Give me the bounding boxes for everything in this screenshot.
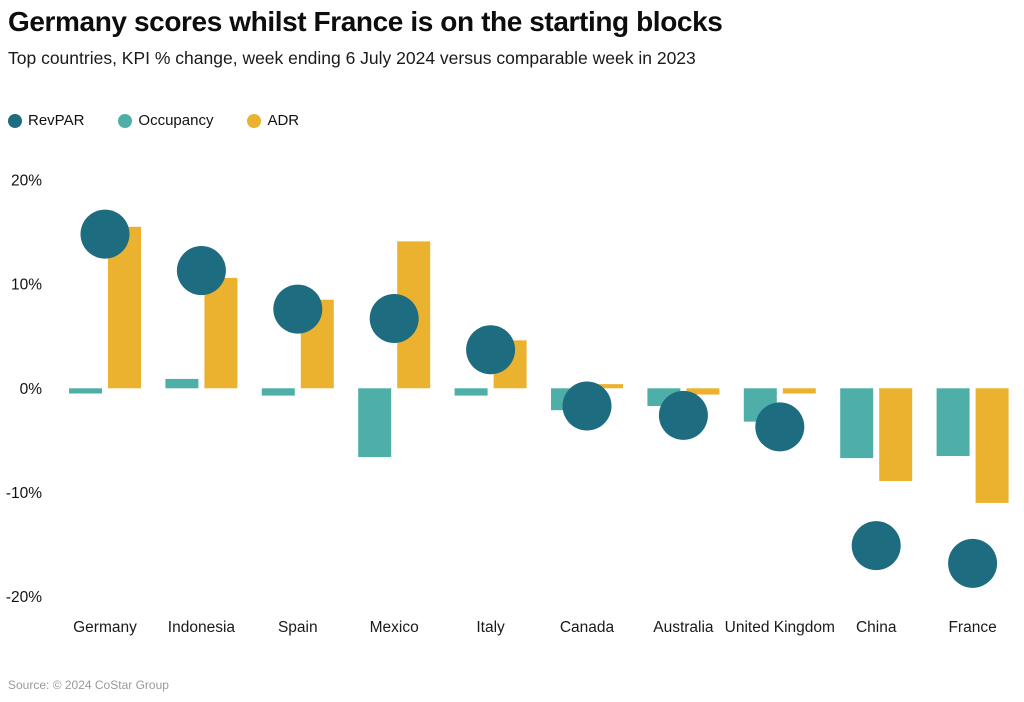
bar-adr [879, 388, 913, 482]
xaxis-label: Indonesia [168, 619, 236, 636]
xaxis-label: United Kingdom [725, 619, 835, 636]
legend-label-adr: ADR [267, 112, 300, 129]
page-title: Germany scores whilst France is on the s… [8, 6, 723, 37]
legend-label-occupancy: Occupancy [138, 112, 214, 129]
xaxis-label: France [948, 619, 996, 636]
legend-item-occupancy: Occupancy [118, 112, 213, 129]
xaxis-label: Mexico [370, 619, 419, 636]
bar-occupancy [454, 388, 488, 396]
occupancy-marker-icon [118, 113, 133, 128]
bar-adr [590, 384, 623, 389]
legend-item-revpar: RevPAR [8, 112, 84, 129]
revpar-dot [658, 390, 708, 440]
legend-item-adr: ADR [247, 112, 299, 129]
bar-occupancy [261, 388, 295, 396]
bar-occupancy [936, 388, 970, 457]
xaxis-label: China [856, 619, 897, 636]
revpar-dot [562, 381, 612, 431]
revpar-dot [851, 521, 901, 571]
chart-area: 20% 10% 0% -10% -20% Germany Indonesia Spain Mex… [0, 140, 1024, 670]
xaxis-label: Australia [653, 619, 714, 636]
revpar-dot [176, 246, 226, 296]
chart-canvas: 20% 10% 0% -10% -20% Germany Indonesia Spain Mex… [6, 172, 1009, 636]
ytick-label: -10% [6, 485, 42, 502]
bar-adr [204, 277, 238, 389]
bar-occupancy [69, 388, 102, 394]
revpar-marker-icon [8, 113, 22, 128]
page-subtitle: Top countries, KPI % change, week ending… [8, 48, 696, 68]
xaxis-label: Germany [73, 619, 137, 636]
bar-occupancy [165, 378, 199, 389]
xaxis-label: Spain [278, 619, 318, 636]
bar-adr [686, 388, 720, 395]
revpar-dot [369, 293, 419, 343]
xaxis-label: Canada [560, 619, 615, 636]
bar-occupancy [840, 388, 874, 459]
revpar-dot [466, 325, 516, 375]
source-note: Source: © 2024 CoStar Group [8, 678, 169, 692]
ytick-label: 20% [11, 172, 42, 189]
bar-occupancy [358, 388, 392, 458]
xaxis-label: Italy [476, 619, 505, 636]
bar-adr [975, 388, 1009, 503]
revpar-dot [273, 284, 323, 334]
ytick-label: 0% [20, 381, 43, 398]
bar-adr [782, 388, 816, 394]
ytick-label: 10% [11, 277, 42, 294]
revpar-dot [80, 209, 130, 259]
legend-label-revpar: RevPAR [28, 112, 85, 129]
adr-marker-icon [247, 113, 262, 128]
revpar-dot [755, 402, 805, 452]
revpar-dot [948, 538, 998, 588]
ytick-label: -20% [6, 589, 42, 606]
legend: RevPAR Occupancy ADR [8, 112, 299, 129]
